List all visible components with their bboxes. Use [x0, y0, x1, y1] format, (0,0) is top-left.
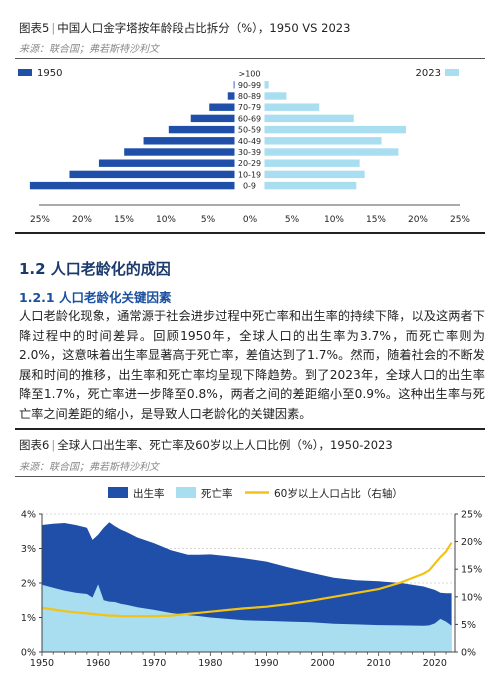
subsection-heading: 1.2.1 人口老龄化关键因素 [19, 290, 172, 305]
x-tick-label: 0% [243, 215, 258, 225]
figure6-mid-rule [15, 476, 485, 477]
x-tick-label: 1960 [86, 658, 110, 669]
x-tick-label: 25% [30, 215, 50, 225]
age-label-60-69: 60-69 [238, 114, 261, 123]
bar-2023-50-59 [264, 125, 406, 134]
bar-2023-0-9 [264, 181, 357, 190]
x-tick-label: 2010 [367, 658, 391, 669]
age-label-70-79: 70-79 [238, 103, 261, 112]
bar-1950-40-49 [143, 137, 235, 145]
x-tick-label: 1950 [30, 658, 54, 669]
y2-tick-label: 5% [461, 620, 476, 631]
body-paragraph: 人口老龄化现象，通常源于社会进步过程中死亡率和出生率的持续下降，以及这两者下降过… [19, 309, 485, 421]
figure5-source: 来源：联合国；弗若斯特沙利文 [19, 44, 159, 55]
legend-swatch-birth-rate [108, 487, 128, 498]
x-tick-label: 1990 [254, 658, 278, 669]
age-label-20-29: 20-29 [238, 159, 261, 168]
legend-label-birth-rate: 出生率 [133, 487, 165, 500]
section-heading: 1.2 人口老龄化的成因 [19, 260, 171, 278]
x-tick-label: 5% [285, 215, 300, 225]
age-label-50-59: 50-59 [238, 126, 261, 135]
x-tick-label: 10% [156, 215, 176, 225]
bar-2023-10-19 [264, 170, 365, 179]
bar-2023-60-69 [264, 114, 354, 123]
x-tick-label: 5% [201, 215, 216, 225]
figure5-title: 图表5 | 中国人口金字塔按年龄段占比拆分（%），1950 VS 2023 [19, 21, 351, 35]
y2-tick-label: 15% [461, 565, 482, 576]
bar-1950-80-89 [227, 92, 235, 100]
y-tick-label: 0% [21, 648, 36, 659]
figure5-title-label: 图表5 [19, 21, 50, 35]
legend-swatch-1950 [18, 69, 32, 76]
x-tick-label: 2000 [310, 658, 334, 669]
y-tick-label: 3% [21, 544, 36, 555]
figure6-title-label: 图表6 [19, 438, 50, 452]
age-label-10-19: 10-19 [238, 170, 261, 179]
bar-1950-10-19 [69, 170, 235, 179]
x-tick-label: 20% [72, 215, 92, 225]
bar-2023-20-29 [264, 159, 360, 167]
figure5-pyramid-chart: 1950 2023 >100 90-99 80-89 70-79 60-69 50-59 40… [18, 68, 470, 225]
bar-1950-90-99 [233, 81, 235, 89]
bar-1950-60-69 [190, 114, 235, 123]
figure6-top-rule [15, 428, 485, 430]
area-death-rate [42, 584, 452, 652]
age-label-90-99: 90-99 [238, 81, 261, 90]
x-tick-label: 1980 [198, 658, 222, 669]
y2-tick-label: 0% [461, 648, 476, 659]
x-tick-label: 15% [114, 215, 134, 225]
legend-swatch-death-rate [176, 487, 196, 498]
x-tick-label: 25% [450, 215, 470, 225]
y2-tick-label: 10% [461, 592, 482, 603]
bar-2023-90-99 [264, 81, 269, 89]
figure5-top-rule [15, 58, 485, 59]
y2-tick-label: 20% [461, 537, 482, 548]
bar-1950-50-59 [168, 125, 235, 134]
x-tick-label: 15% [366, 215, 386, 225]
bar-2023-40-49 [264, 137, 382, 145]
y-tick-label: 1% [21, 613, 36, 624]
figure5-title-text: 中国人口金字塔按年龄段占比拆分（%），1950 VS 2023 [57, 21, 351, 35]
x-tick-label: 10% [324, 215, 344, 225]
y-tick-label: 2% [21, 579, 36, 590]
age-label-0-9: 0-9 [243, 182, 256, 191]
y-tick-label: 4% [21, 510, 36, 521]
legend-label-1950: 1950 [37, 68, 62, 79]
legend-swatch-2023 [445, 69, 459, 76]
bar-1950-30-39 [124, 148, 235, 156]
figure5-bottom-rule [15, 232, 485, 234]
age-label-30-39: 30-39 [238, 148, 261, 157]
bar-1950-20-29 [98, 159, 235, 167]
y2-tick-label: 25% [461, 510, 482, 521]
bar-2023-30-39 [264, 148, 399, 156]
bar-2023-80-89 [264, 92, 287, 100]
legend-label-2023: 2023 [416, 68, 441, 79]
legend-label-elderly-share: 60岁以上人口占比（右轴） [274, 487, 403, 500]
figure6-title: 图表6 | 全球人口出生率、死亡率及60岁以上人口比例（%），1950-2023 [19, 438, 393, 452]
line-elderly-share [41, 542, 453, 618]
legend-label-death-rate: 死亡率 [201, 487, 233, 500]
figure6-source: 来源：联合国；弗若斯特沙利文 [19, 462, 159, 473]
age-label-40-49: 40-49 [238, 137, 261, 146]
figure6-title-text: 全球人口出生率、死亡率及60岁以上人口比例（%），1950-2023 [57, 438, 393, 452]
age-label->100: >100 [239, 70, 261, 79]
x-tick-label: 1970 [142, 658, 166, 669]
bar-2023-70-79 [264, 103, 320, 111]
bar-1950-70-79 [209, 103, 235, 111]
x-tick-label: 20% [408, 215, 428, 225]
bar-1950-0-9 [29, 181, 235, 190]
x-tick-label: 2020 [423, 658, 447, 669]
figure6-area-chart: 出生率 死亡率 60岁以上人口占比（右轴） 0% 1% 2% 3% 4% 0% 5% 10% 15%… [21, 487, 482, 669]
age-label-80-89: 80-89 [238, 92, 261, 101]
